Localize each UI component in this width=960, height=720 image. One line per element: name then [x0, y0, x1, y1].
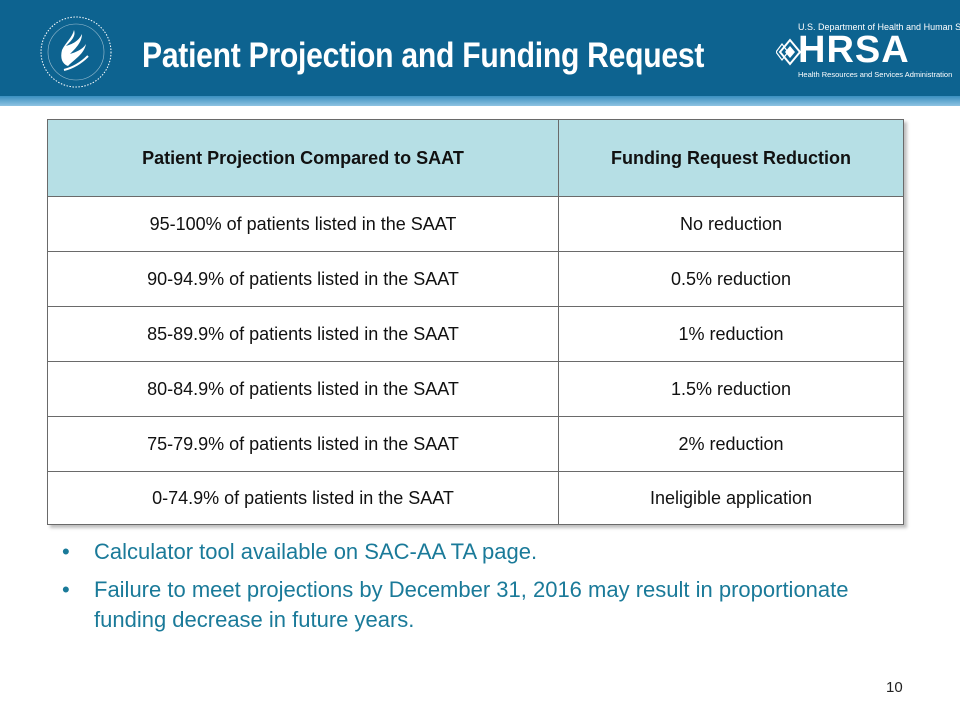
bullet-text: Calculator tool available on SAC-AA TA p…	[94, 539, 538, 564]
bullet-item: • Failure to meet projections by Decembe…	[62, 575, 882, 635]
table-row: 80-84.9% of patients listed in the SAAT …	[47, 361, 904, 417]
funding-reduction-table: Patient Projection Compared to SAAT Fund…	[47, 119, 904, 525]
bullet-dot-icon: •	[62, 577, 70, 602]
table-row: 75-79.9% of patients listed in the SAAT …	[47, 416, 904, 472]
table-row: 90-94.9% of patients listed in the SAAT …	[47, 251, 904, 307]
bullet-text: Failure to meet projections by December …	[94, 577, 849, 632]
hrsa-logo: U.S. Department of Health and Human Serv…	[776, 22, 960, 80]
bullet-list: • Calculator tool available on SAC-AA TA…	[62, 537, 882, 643]
slide-header	[0, 0, 960, 96]
reduction-cell: 0.5% reduction	[558, 251, 904, 307]
table-header-row: Patient Projection Compared to SAAT Fund…	[47, 119, 904, 197]
reduction-cell: Ineligible application	[558, 471, 904, 525]
projection-cell: 80-84.9% of patients listed in the SAAT	[47, 361, 559, 417]
hrsa-subtitle-text: Health Resources and Services Administra…	[798, 70, 953, 79]
reduction-cell: 1% reduction	[558, 306, 904, 362]
hrsa-wordmark: HRSA	[798, 29, 910, 71]
table-row: 85-89.9% of patients listed in the SAAT …	[47, 306, 904, 362]
hrsa-department-text: U.S. Department of Health and Human Serv…	[798, 22, 960, 32]
slide-title: Patient Projection and Funding Request	[142, 36, 705, 75]
projection-cell: 0-74.9% of patients listed in the SAAT	[47, 471, 559, 525]
projection-cell: 90-94.9% of patients listed in the SAAT	[47, 251, 559, 307]
table-row: 0-74.9% of patients listed in the SAAT I…	[47, 471, 904, 525]
column-header-reduction: Funding Request Reduction	[558, 119, 904, 197]
bullet-dot-icon: •	[62, 539, 70, 564]
header-accent-strip	[0, 96, 960, 106]
hhs-eagle-seal-icon	[40, 16, 112, 88]
reduction-cell: No reduction	[558, 196, 904, 252]
hrsa-badge-icon	[776, 38, 802, 66]
reduction-cell: 1.5% reduction	[558, 361, 904, 417]
projection-cell: 75-79.9% of patients listed in the SAAT	[47, 416, 559, 472]
projection-cell: 85-89.9% of patients listed in the SAAT	[47, 306, 559, 362]
table-row: 95-100% of patients listed in the SAAT N…	[47, 196, 904, 252]
projection-cell: 95-100% of patients listed in the SAAT	[47, 196, 559, 252]
reduction-cell: 2% reduction	[558, 416, 904, 472]
page-number: 10	[886, 679, 903, 696]
bullet-item: • Calculator tool available on SAC-AA TA…	[62, 537, 882, 567]
column-header-projection: Patient Projection Compared to SAAT	[47, 119, 559, 197]
